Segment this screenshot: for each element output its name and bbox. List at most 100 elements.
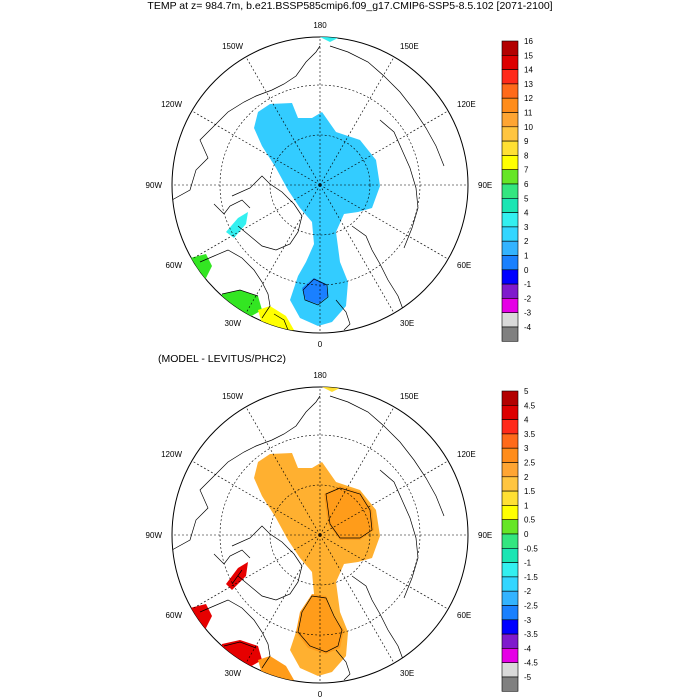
bottom-colorbar-label-18: -4 [524, 644, 532, 653]
top-colorbar-label-0: 16 [524, 37, 533, 46]
top-colorbar-swatch-8 [501, 155, 519, 170]
top-lon-120w: 120W [161, 100, 182, 109]
top-longitude-labels: 180 150E 150W 120E 120W 90E 90W 60E 60W … [146, 21, 493, 349]
top-colorbar-swatch-11 [501, 198, 519, 213]
bottom-colorbar-swatch-5 [501, 462, 519, 478]
top-lon-90e: 90E [478, 181, 492, 190]
bottom-colorbar-swatch-2 [501, 419, 519, 435]
top-colorbar-swatch-5 [501, 112, 519, 128]
bottom-colorbar-label-4: 3 [524, 444, 529, 453]
bottom-colorbar-label-14: -2 [524, 587, 532, 596]
bottom-lon-90w: 90W [146, 531, 163, 540]
top-colorbar-swatch-6 [501, 126, 519, 142]
bottom-lon-120e: 120E [457, 450, 476, 459]
plot-title: TEMP at z= 984.7m, b.e21.BSSP585cmip6.f0… [147, 0, 553, 12]
top-polar-map: 180 150E 150W 120E 120W 90E 90W 60E 60W … [146, 21, 534, 349]
top-colorbar-label-1: 15 [524, 51, 533, 60]
bottom-colorbar-label-2: 4 [524, 416, 529, 425]
bottom-colorbar-swatch-0 [501, 390, 519, 406]
bottom-colorbar-label-9: 0.5 [524, 516, 536, 525]
bottom-lon-30e: 30E [400, 669, 414, 678]
top-colorbar-swatch-2 [501, 69, 519, 85]
top-colorbar-label-3: 13 [524, 80, 533, 89]
bottom-colorbar-swatch-17 [501, 633, 519, 649]
bottom-lon-60e: 60E [457, 611, 471, 620]
top-colorbar-label-2: 14 [524, 66, 533, 75]
top-field-north-patch [320, 37, 338, 42]
top-colorbar-swatch-17 [501, 283, 519, 299]
bottom-coastlines [172, 395, 445, 681]
bottom-colorbar-label-1: 4.5 [524, 401, 536, 410]
top-colorbar-swatch-14 [501, 240, 519, 256]
bottom-colorbar-label-20: -5 [524, 673, 532, 682]
top-lon-30w: 30W [225, 319, 242, 328]
top-colorbar-label-11: 5 [524, 194, 529, 203]
top-colorbar-label-5: 11 [524, 109, 533, 118]
bottom-polar-map: 180 150E 150W 120E 120W 90E 90W 60E 60W … [146, 371, 539, 699]
top-colorbar-swatch-20 [501, 326, 519, 342]
bottom-colorbar-swatch-4 [501, 447, 519, 463]
top-colorbar-swatch-7 [501, 140, 519, 156]
top-colorbar-swatch-16 [501, 269, 519, 285]
bottom-lon-30w: 30W [225, 669, 242, 678]
panel-subtitle: (MODEL - LEVITUS/PHC2) [158, 353, 286, 365]
bottom-colorbar-swatch-6 [501, 476, 519, 492]
bottom-colorbar-swatch-12 [501, 562, 519, 578]
bottom-colorbar-label-11: -0.5 [524, 544, 538, 553]
top-contour-green [221, 289, 259, 297]
top-colorbar-label-13: 3 [524, 223, 529, 232]
top-colorbar-swatch-19 [501, 312, 519, 328]
bottom-lon-90e: 90E [478, 531, 492, 540]
bottom-colorbar-swatch-15 [501, 605, 519, 621]
bottom-colorbar-label-0: 5 [524, 387, 529, 396]
top-lon-60e: 60E [457, 261, 471, 270]
bottom-colorbar-label-17: -3.5 [524, 630, 538, 639]
bottom-contours [223, 487, 373, 653]
bottom-graticule [172, 387, 468, 683]
bottom-field-warm-north [324, 486, 374, 540]
top-colorbar-label-7: 9 [524, 137, 529, 146]
bottom-field-north-patch [322, 387, 340, 392]
bottom-lon-120w: 120W [161, 450, 182, 459]
bottom-colorbar-label-19: -4.5 [524, 659, 538, 668]
bottom-colorbar-label-16: -3 [524, 616, 532, 625]
bottom-colorbar-swatch-7 [501, 490, 519, 506]
top-colorbar-label-6: 10 [524, 123, 533, 132]
top-colorbar-swatch-9 [501, 169, 519, 185]
top-colorbar-label-10: 6 [524, 180, 529, 189]
top-contour-minimum [302, 278, 329, 306]
bottom-colorbar-label-8: 1 [524, 501, 529, 510]
top-colorbar-swatch-12 [501, 212, 519, 228]
bottom-colorbar-label-7: 1.5 [524, 487, 536, 496]
top-colorbar-swatch-15 [501, 255, 519, 271]
top-lon-90w: 90W [146, 181, 163, 190]
top-colorbar-swatch-18 [501, 298, 519, 313]
top-colorbar-swatch-4 [501, 97, 519, 113]
bottom-colorbar-swatch-9 [501, 519, 519, 535]
top-lon-150w: 150W [222, 42, 243, 51]
bottom-colorbar-swatch-3 [501, 433, 519, 449]
top-colorbar-label-20: -4 [524, 323, 532, 332]
top-colorbar-label-12: 4 [524, 209, 529, 218]
top-contour-yellow [273, 313, 289, 331]
bottom-colorbar-swatch-18 [501, 648, 519, 664]
bottom-lon-180: 180 [313, 371, 327, 380]
bottom-lon-150e: 150E [400, 392, 419, 401]
bottom-colorbar-swatch-19 [501, 662, 519, 678]
bottom-colorbar-swatch-1 [501, 404, 519, 420]
bottom-lon-150w: 150W [222, 392, 243, 401]
bottom-colorbar-label-10: 0 [524, 530, 529, 539]
bottom-colorbar-label-15: -2.5 [524, 602, 538, 611]
top-colorbar-label-8: 8 [524, 151, 529, 160]
top-graticule [172, 37, 468, 333]
top-colorbar-label-15: 1 [524, 252, 529, 261]
top-colorbar-swatch-10 [501, 183, 519, 199]
bottom-colorbar-swatch-16 [501, 619, 519, 635]
top-lon-120e: 120E [457, 100, 476, 109]
bottom-colorbar-swatch-10 [501, 533, 519, 549]
bottom-colorbar-swatch-11 [501, 547, 519, 563]
top-colorbar-label-14: 2 [524, 237, 529, 246]
bottom-lon-60w: 60W [166, 611, 183, 620]
